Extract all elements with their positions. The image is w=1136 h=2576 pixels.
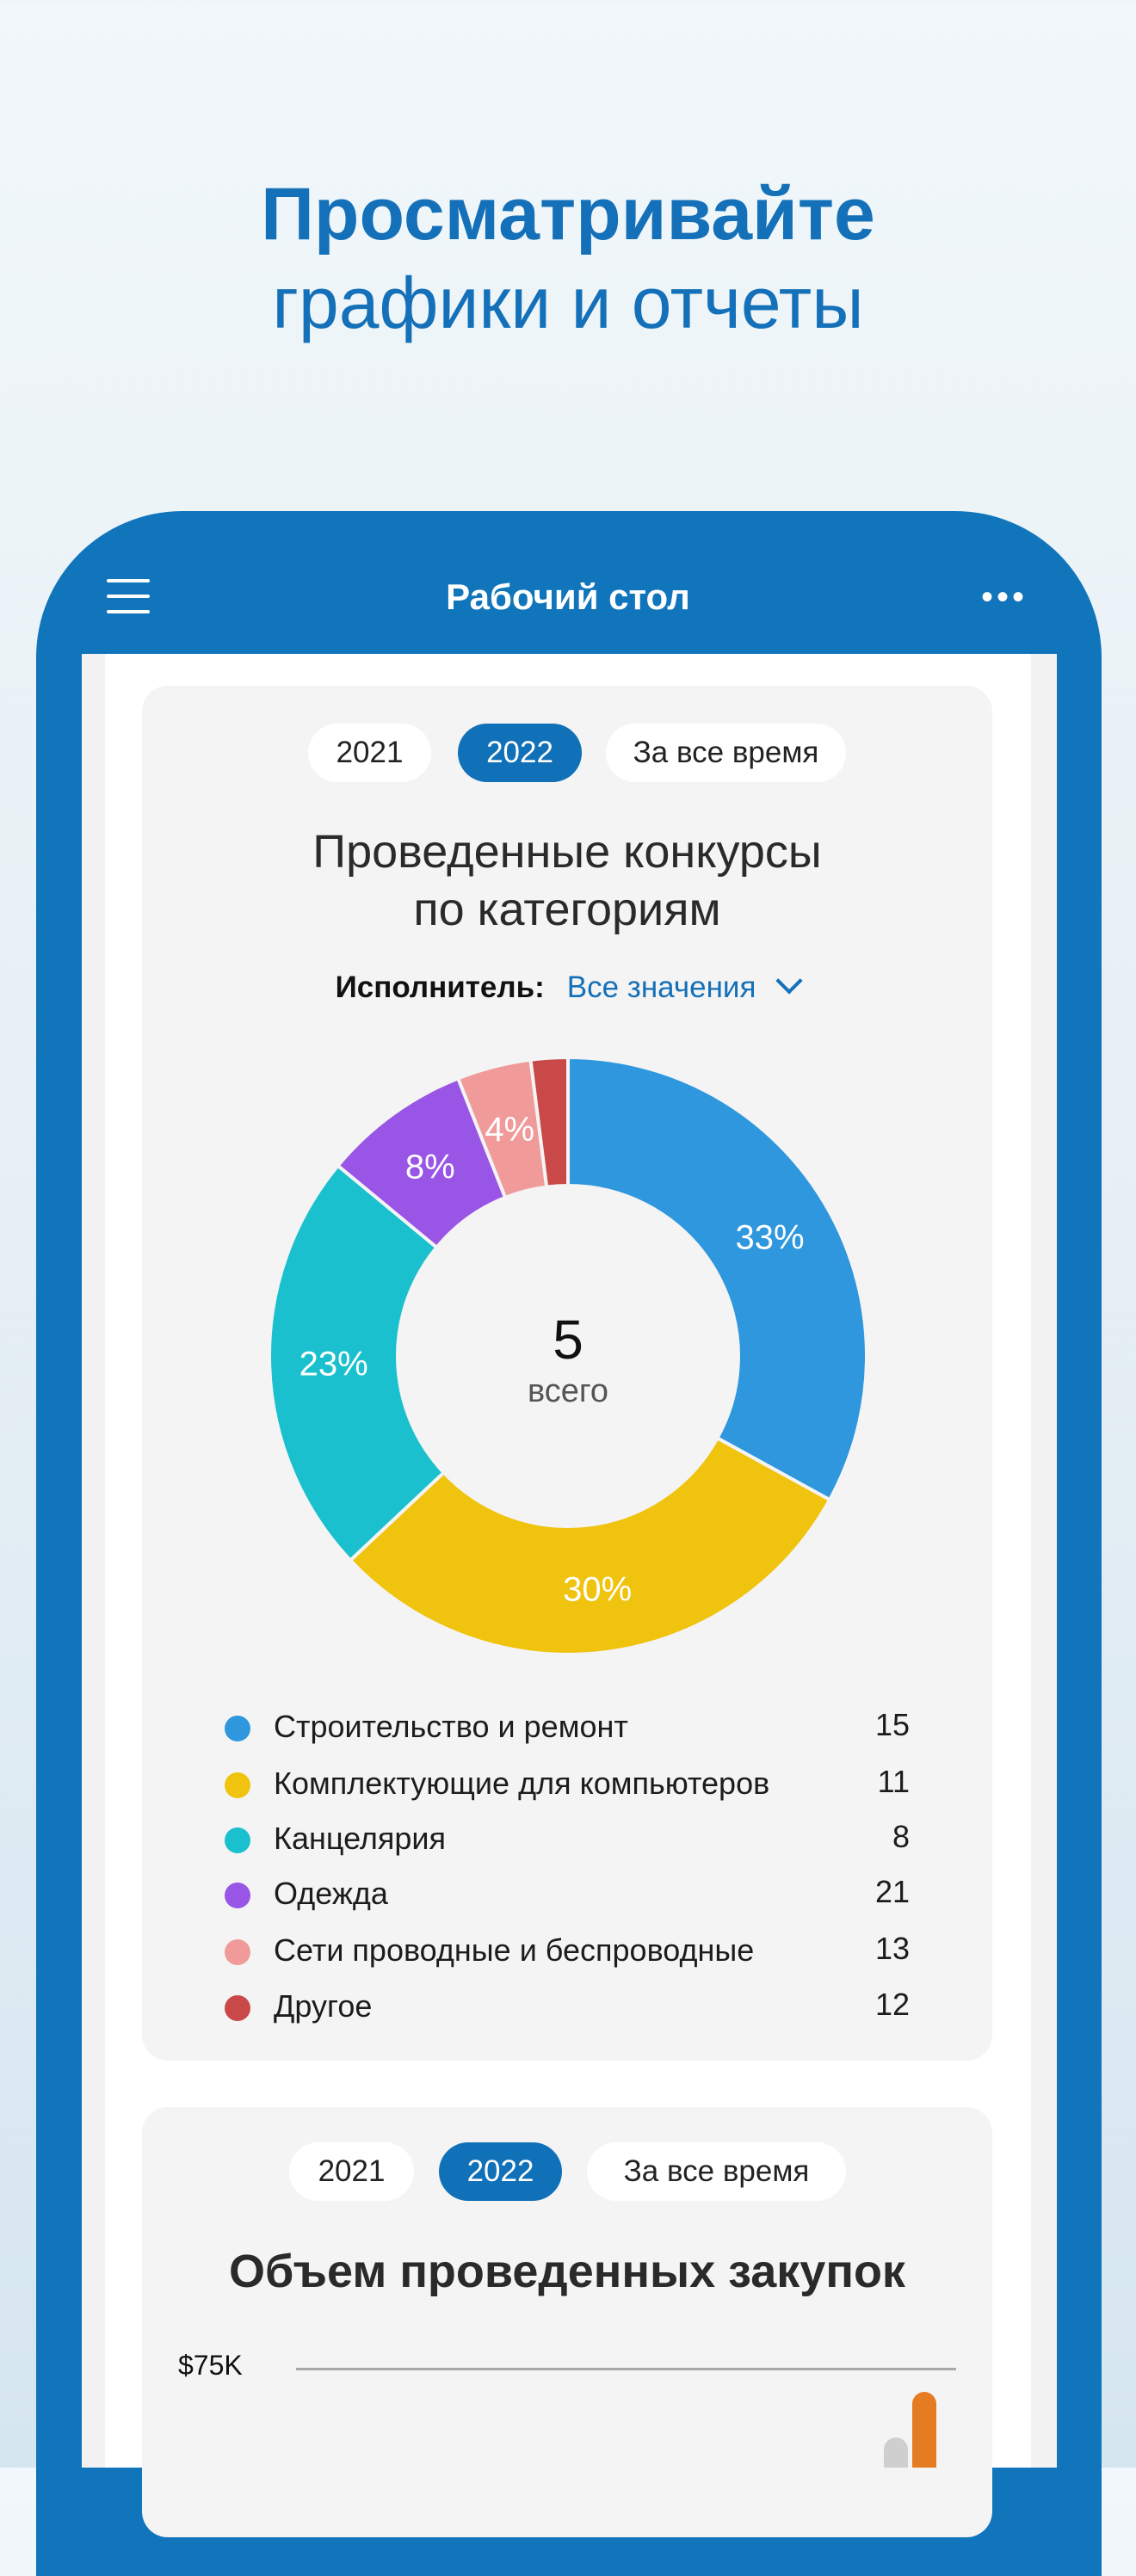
period-2022-button[interactable]: 2022 — [439, 2142, 562, 2201]
donut-slice[interactable] — [348, 1435, 832, 1656]
chart-title: Объем проведенных закупок — [229, 2246, 905, 2297]
donut-slice[interactable] — [268, 1162, 447, 1563]
hamburger-icon[interactable] — [107, 579, 150, 613]
legend-label: Сети проводные и беспроводные — [274, 1932, 755, 1968]
total-label: всего — [527, 1373, 609, 1409]
donut-slice[interactable] — [566, 1055, 868, 1502]
legend-value: 8 — [892, 1819, 910, 1854]
legend-value: 21 — [874, 1874, 910, 1909]
legend-label: Одежда — [274, 1876, 388, 1911]
legend-color-dot — [225, 1716, 250, 1741]
legend-label: Строительство и ремонт — [274, 1709, 628, 1744]
promo-subheadline: графики и отчеты — [272, 262, 864, 343]
slice-percent-label: 23% — [299, 1346, 368, 1384]
filter-value[interactable]: Все значения — [566, 971, 756, 1004]
gridline — [296, 2368, 956, 2370]
filter-label: Исполнитель: — [335, 971, 545, 1004]
legend-color-dot — [225, 1995, 250, 2021]
legend-color-dot — [225, 1827, 250, 1853]
chart-title-line2: по категориям — [413, 884, 721, 935]
bar[interactable] — [912, 2391, 936, 2468]
legend-item[interactable]: Канцелярия 8 — [142, 1814, 992, 1865]
slice-percent-label: 4% — [485, 1111, 534, 1149]
period-2021-button[interactable]: 2021 — [289, 2142, 414, 2201]
donut-slice[interactable] — [528, 1055, 570, 1189]
legend-label: Комплектующие для компьютеров — [274, 1766, 770, 1801]
legend-label: Канцелярия — [274, 1821, 447, 1856]
slice-percent-label: 8% — [405, 1149, 455, 1186]
slice-percent-label: 30% — [563, 1570, 632, 1608]
legend-label: Другое — [274, 1988, 373, 2024]
chart-title-line1: Проведенные конкурсы — [312, 826, 822, 878]
executor-filter[interactable]: Исполнитель: Все значения — [142, 967, 992, 1005]
legend-value: 13 — [874, 1931, 910, 1966]
y-tick-label: $75K — [178, 2350, 243, 2381]
legend-item[interactable]: Строительство и ремонт 15 — [142, 1702, 992, 1753]
promo-headline: Просматривайте — [261, 173, 875, 256]
bar[interactable] — [884, 2437, 908, 2468]
period-2021-button[interactable]: 2021 — [308, 724, 431, 782]
legend-value: 12 — [874, 1987, 910, 2022]
period-all-time-button[interactable]: За все время — [606, 724, 846, 782]
slice-percent-label: 33% — [736, 1218, 805, 1256]
legend-value: 15 — [874, 1707, 910, 1742]
legend-item[interactable]: Комплектующие для компьютеров 11 — [142, 1759, 992, 1810]
period-all-time-button[interactable]: За все время — [587, 2142, 846, 2201]
legend-value: 11 — [877, 1764, 910, 1799]
donut-chart: 33% 30% 23% 8% 4% — [268, 1055, 868, 1656]
legend-item[interactable]: Другое 12 — [142, 1981, 992, 2033]
legend-item[interactable]: Одежда 21 — [142, 1869, 992, 1920]
legend-color-dot — [225, 1883, 250, 1908]
legend-color-dot — [225, 1939, 250, 1965]
purchase-volume-card: 2021 2022 За все время Объем проведенных… — [142, 2107, 992, 2537]
legend-color-dot — [225, 1772, 250, 1798]
legend-item[interactable]: Сети проводные и беспроводные 13 — [142, 1926, 992, 1977]
total-value: 5 — [553, 1309, 583, 1371]
app-title: Рабочий стол — [446, 576, 690, 617]
more-horizontal-icon[interactable]: ••• — [981, 578, 1028, 616]
period-2022-button[interactable]: 2022 — [458, 724, 582, 782]
